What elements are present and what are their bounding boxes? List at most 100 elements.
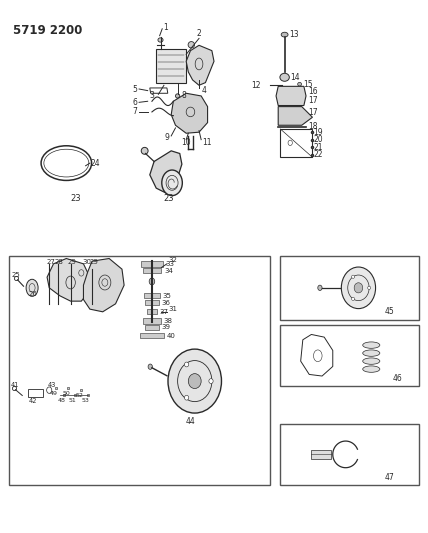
Bar bbox=[147, 309, 157, 314]
Text: 18: 18 bbox=[308, 123, 318, 131]
Ellipse shape bbox=[149, 278, 155, 285]
Text: 20: 20 bbox=[313, 135, 323, 144]
Text: 49: 49 bbox=[50, 391, 57, 396]
Text: 9: 9 bbox=[164, 133, 169, 142]
Bar bbox=[145, 300, 159, 305]
Ellipse shape bbox=[184, 362, 189, 367]
Text: 10: 10 bbox=[181, 139, 191, 147]
Text: 29: 29 bbox=[68, 259, 77, 265]
Text: 32: 32 bbox=[168, 257, 177, 263]
Ellipse shape bbox=[280, 74, 289, 82]
Bar bbox=[280, 424, 419, 485]
Text: 44: 44 bbox=[186, 417, 195, 425]
Text: 3: 3 bbox=[149, 92, 154, 100]
Text: 36: 36 bbox=[161, 300, 170, 306]
Ellipse shape bbox=[341, 267, 376, 309]
Ellipse shape bbox=[318, 285, 322, 290]
Text: 17: 17 bbox=[308, 109, 318, 117]
Text: 17: 17 bbox=[308, 96, 318, 104]
Text: 52: 52 bbox=[75, 393, 83, 398]
Bar bbox=[143, 318, 160, 324]
Text: 7: 7 bbox=[132, 108, 137, 116]
Bar bbox=[145, 325, 159, 330]
Text: 53: 53 bbox=[82, 398, 89, 403]
Ellipse shape bbox=[162, 170, 182, 196]
Text: 19: 19 bbox=[313, 128, 323, 136]
Bar bbox=[140, 333, 164, 338]
Ellipse shape bbox=[354, 282, 363, 293]
Text: 40: 40 bbox=[166, 333, 175, 339]
Ellipse shape bbox=[352, 275, 354, 278]
Ellipse shape bbox=[26, 279, 38, 296]
Text: 6: 6 bbox=[132, 98, 137, 107]
Text: 46: 46 bbox=[392, 374, 402, 383]
Text: 45: 45 bbox=[384, 308, 394, 316]
Polygon shape bbox=[186, 45, 214, 85]
Text: 47: 47 bbox=[384, 473, 394, 481]
Text: 8: 8 bbox=[181, 92, 186, 100]
Polygon shape bbox=[83, 259, 124, 312]
Text: 11: 11 bbox=[202, 139, 211, 147]
Text: 42: 42 bbox=[29, 398, 38, 404]
Text: 5: 5 bbox=[132, 85, 137, 93]
Ellipse shape bbox=[363, 350, 380, 356]
Text: 22: 22 bbox=[313, 150, 323, 159]
Text: 34: 34 bbox=[164, 268, 173, 274]
Ellipse shape bbox=[351, 297, 354, 301]
Bar bbox=[144, 293, 160, 298]
Text: 50: 50 bbox=[62, 391, 70, 396]
Ellipse shape bbox=[168, 349, 222, 413]
Text: 25: 25 bbox=[12, 272, 21, 278]
Text: 1: 1 bbox=[163, 23, 168, 32]
Bar bbox=[311, 450, 330, 458]
Text: 4: 4 bbox=[201, 86, 206, 95]
Text: 5719 2200: 5719 2200 bbox=[13, 24, 82, 37]
Text: 2: 2 bbox=[197, 29, 202, 37]
Polygon shape bbox=[47, 259, 90, 301]
Bar bbox=[280, 325, 419, 386]
Text: 12: 12 bbox=[252, 81, 261, 90]
Text: 21: 21 bbox=[313, 143, 323, 151]
Ellipse shape bbox=[141, 147, 148, 154]
Text: 33: 33 bbox=[165, 261, 174, 267]
Text: 35: 35 bbox=[162, 293, 171, 299]
Bar bbox=[280, 256, 419, 320]
Bar bbox=[141, 261, 163, 266]
Ellipse shape bbox=[188, 42, 195, 48]
Polygon shape bbox=[278, 107, 312, 125]
Text: 13: 13 bbox=[289, 30, 298, 39]
Bar bbox=[143, 268, 161, 273]
Ellipse shape bbox=[281, 32, 288, 37]
Ellipse shape bbox=[184, 395, 189, 400]
Text: 48: 48 bbox=[58, 398, 66, 403]
Text: 37: 37 bbox=[160, 309, 169, 315]
Text: 38: 38 bbox=[163, 318, 172, 324]
Bar bbox=[156, 49, 186, 83]
Bar bbox=[9, 256, 270, 485]
Text: 16: 16 bbox=[308, 87, 318, 96]
Ellipse shape bbox=[209, 378, 213, 384]
Text: 31: 31 bbox=[168, 306, 177, 312]
Text: 27: 27 bbox=[46, 259, 55, 265]
Text: 29: 29 bbox=[89, 259, 98, 265]
Text: 39: 39 bbox=[161, 324, 170, 330]
Text: 43: 43 bbox=[48, 382, 56, 388]
Text: 41: 41 bbox=[11, 382, 19, 388]
Text: 26: 26 bbox=[28, 290, 37, 297]
Ellipse shape bbox=[158, 38, 163, 42]
Ellipse shape bbox=[363, 366, 380, 372]
Text: 14: 14 bbox=[290, 73, 300, 82]
Ellipse shape bbox=[368, 286, 371, 289]
Text: 24: 24 bbox=[91, 159, 100, 167]
Ellipse shape bbox=[188, 374, 201, 389]
Polygon shape bbox=[276, 86, 306, 106]
Text: 30: 30 bbox=[82, 259, 91, 265]
Ellipse shape bbox=[297, 82, 301, 86]
Text: 23: 23 bbox=[71, 195, 81, 203]
Text: 28: 28 bbox=[55, 259, 64, 265]
Ellipse shape bbox=[363, 358, 380, 365]
Text: 51: 51 bbox=[69, 398, 77, 403]
Polygon shape bbox=[150, 151, 182, 193]
Text: 23: 23 bbox=[163, 195, 173, 203]
Polygon shape bbox=[171, 93, 208, 133]
